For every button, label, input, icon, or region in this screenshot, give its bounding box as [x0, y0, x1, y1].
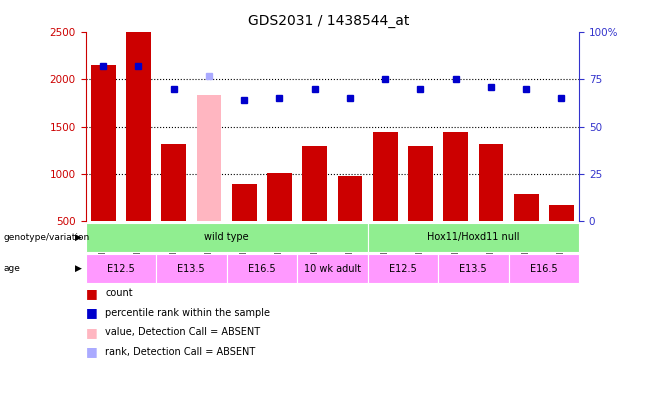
Bar: [338, 177, 363, 221]
Bar: [549, 205, 574, 221]
Text: age: age: [3, 264, 20, 273]
Text: E16.5: E16.5: [530, 264, 557, 273]
Text: E12.5: E12.5: [389, 264, 417, 273]
Text: ▶: ▶: [76, 233, 82, 242]
Bar: [267, 173, 291, 221]
Bar: [126, 32, 151, 221]
Bar: [91, 65, 116, 221]
Text: ■: ■: [86, 326, 97, 339]
Text: rank, Detection Call = ABSENT: rank, Detection Call = ABSENT: [105, 347, 255, 356]
Bar: [373, 132, 397, 221]
Bar: [197, 94, 221, 221]
Bar: [408, 146, 433, 221]
Bar: [443, 132, 468, 221]
Text: ■: ■: [86, 306, 97, 319]
Text: count: count: [105, 288, 133, 298]
Text: value, Detection Call = ABSENT: value, Detection Call = ABSENT: [105, 327, 261, 337]
Bar: [232, 184, 257, 221]
Text: genotype/variation: genotype/variation: [3, 233, 89, 242]
Text: E16.5: E16.5: [248, 264, 276, 273]
Text: wild type: wild type: [204, 232, 249, 242]
Text: 10 wk adult: 10 wk adult: [304, 264, 361, 273]
Text: percentile rank within the sample: percentile rank within the sample: [105, 308, 270, 318]
Bar: [302, 146, 327, 221]
Text: ▶: ▶: [76, 264, 82, 273]
Text: Hox11/Hoxd11 null: Hox11/Hoxd11 null: [427, 232, 520, 242]
Bar: [514, 194, 538, 221]
Text: ■: ■: [86, 287, 97, 300]
Bar: [478, 143, 503, 221]
Text: GDS2031 / 1438544_at: GDS2031 / 1438544_at: [248, 14, 410, 28]
Text: E13.5: E13.5: [178, 264, 205, 273]
Bar: [161, 143, 186, 221]
Text: E13.5: E13.5: [459, 264, 487, 273]
Text: E12.5: E12.5: [107, 264, 135, 273]
Text: ■: ■: [86, 345, 97, 358]
